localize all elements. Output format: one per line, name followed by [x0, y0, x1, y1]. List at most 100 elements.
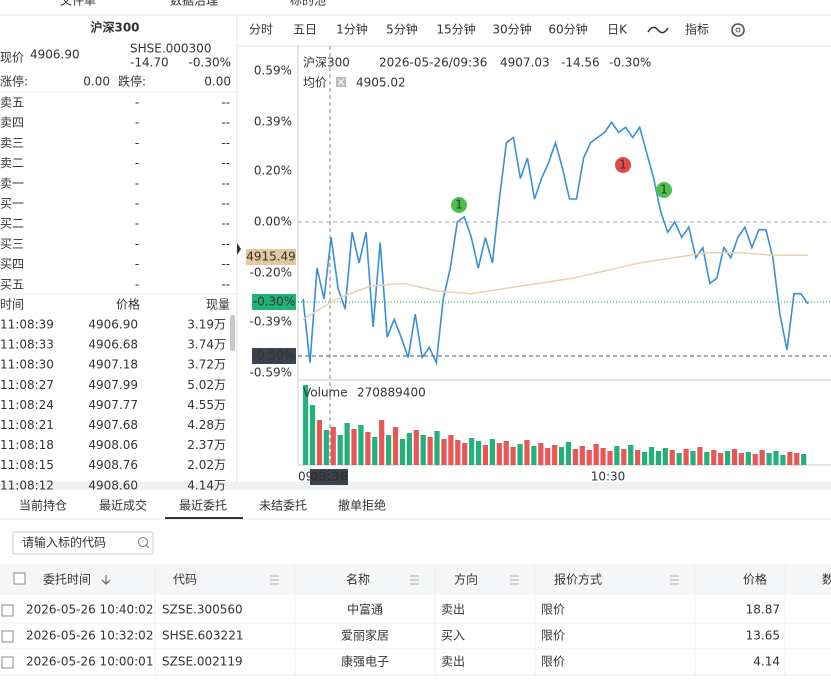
search-icon[interactable] — [138, 537, 148, 547]
volume-bar — [635, 450, 641, 465]
volume-bar — [614, 446, 620, 465]
trade-time: 11:08:18 — [0, 438, 54, 452]
volume-bar — [496, 443, 502, 465]
book-price: - — [135, 217, 139, 231]
table-cell: 爱丽家居 — [341, 628, 389, 643]
chart-tab[interactable]: 30分钟 — [492, 22, 531, 37]
avg-marker: 4915.49 — [246, 250, 296, 264]
volume-bar — [780, 455, 786, 465]
search-box[interactable] — [12, 531, 154, 555]
checkbox[interactable] — [1, 630, 14, 643]
handle[interactable] — [237, 243, 241, 255]
bottom-tab[interactable]: 最近委托 — [179, 499, 227, 513]
book-price: - — [135, 257, 139, 271]
volume-bar — [579, 446, 585, 465]
volume-bar — [323, 430, 329, 465]
book-price: - — [135, 156, 139, 170]
chart-tab[interactable]: 五日 — [293, 23, 317, 37]
table-header[interactable]: 价格 — [743, 572, 767, 587]
checkbox[interactable] — [13, 572, 26, 585]
bottom-tab[interactable]: 当前持仓 — [19, 498, 67, 513]
trade-time: 11:08:33 — [0, 338, 54, 352]
volume-bar — [545, 448, 551, 465]
y-tick-label: 0.39% — [254, 115, 292, 129]
volume-bar — [427, 437, 433, 465]
book-price: - — [135, 277, 139, 291]
table-cell: 2026-05-26 10:32:02 — [26, 629, 153, 643]
chart-tab[interactable]: 分时 — [249, 23, 273, 37]
chart-tab[interactable]: 日K — [607, 23, 628, 37]
trade-price: 4907.18 — [88, 358, 138, 372]
checkbox[interactable] — [1, 604, 14, 617]
x-marker: 09:36 — [310, 470, 348, 484]
gear-icon[interactable] — [731, 23, 745, 37]
volume-bar — [711, 450, 717, 465]
top-tab[interactable]: 标的池 — [290, 0, 326, 8]
scrollbar[interactable] — [230, 315, 235, 351]
volume-bar — [489, 439, 495, 465]
signal[interactable] — [451, 197, 467, 213]
chart-tab[interactable]: 15分钟 — [436, 22, 475, 37]
chart-change: -14.56 — [561, 56, 600, 70]
checkbox[interactable] — [1, 656, 14, 669]
book-volume: -- — [221, 96, 230, 110]
volume-bar — [337, 435, 343, 465]
table-cell: 2026-05-26 10:40:02 — [26, 603, 153, 617]
menu-icon[interactable] — [410, 575, 419, 585]
volume-bar — [621, 449, 627, 465]
bottom-tab[interactable]: 撤单拒绝 — [338, 498, 386, 513]
trade-price: 4907.99 — [88, 378, 138, 392]
book-price: - — [135, 237, 139, 251]
table-header[interactable]: 名称 — [346, 572, 370, 587]
book-volume: -- — [221, 277, 230, 291]
bottom-tab[interactable]: 未结委托 — [259, 499, 307, 513]
trade-price: 4906.68 — [88, 338, 138, 352]
volume-bar — [503, 441, 509, 465]
book-label: 买一 — [0, 197, 24, 211]
menu-icon[interactable] — [270, 575, 279, 585]
section-gap — [0, 482, 831, 490]
search-icon — [145, 544, 150, 549]
book-volume: -- — [221, 156, 230, 170]
table-cell: 卖出 — [441, 655, 465, 669]
trade-volume: 2.37万 — [187, 438, 226, 452]
volume-bar — [669, 450, 675, 465]
table-header[interactable]: 委托时间 — [43, 573, 91, 587]
line-icon[interactable] — [647, 26, 669, 34]
change-pct: -0.30% — [189, 56, 231, 70]
chart-change-pct: -0.30% — [609, 56, 651, 70]
volume-bar — [572, 449, 578, 465]
top-tab[interactable]: 文件单 — [60, 0, 96, 8]
volume-bar — [330, 427, 336, 465]
volume-bar — [586, 450, 592, 465]
menu-icon[interactable] — [510, 575, 519, 585]
table-header[interactable]: 报价方式 — [554, 572, 602, 587]
book-label: 卖三 — [0, 136, 24, 150]
book-label: 卖二 — [0, 156, 24, 170]
volume-bar — [303, 385, 309, 465]
trade-price: 4908.06 — [88, 438, 138, 452]
table-cell: 限价 — [541, 603, 565, 617]
bottom-tab[interactable]: 最近成交 — [99, 498, 147, 513]
price-line — [302, 120, 809, 366]
volume-bar — [420, 435, 426, 465]
chart-tab[interactable]: 指标 — [685, 22, 709, 37]
chart-tab[interactable]: 1分钟 — [336, 22, 368, 37]
trade-volume: 3.72万 — [187, 358, 226, 372]
volume-bar — [441, 439, 447, 465]
book-volume: -- — [221, 116, 230, 130]
menu-icon[interactable] — [670, 575, 679, 585]
chart-tab[interactable]: 60分钟 — [548, 22, 587, 37]
table-header[interactable]: 代码 — [173, 573, 197, 587]
table-header[interactable]: 方向 — [454, 572, 478, 587]
chart-tab[interactable]: 5分钟 — [386, 22, 418, 37]
top-tab[interactable]: 数据治理 — [170, 0, 218, 8]
volume-bar — [759, 450, 765, 465]
trade-time: 11:08:12 — [0, 478, 54, 492]
table-header[interactable]: 数 — [822, 572, 831, 587]
signal[interactable] — [615, 157, 631, 173]
trades-header: 价格 — [116, 297, 140, 312]
signal-label: 1 — [455, 198, 463, 212]
volume-bar — [655, 451, 661, 465]
signal[interactable] — [656, 182, 672, 198]
